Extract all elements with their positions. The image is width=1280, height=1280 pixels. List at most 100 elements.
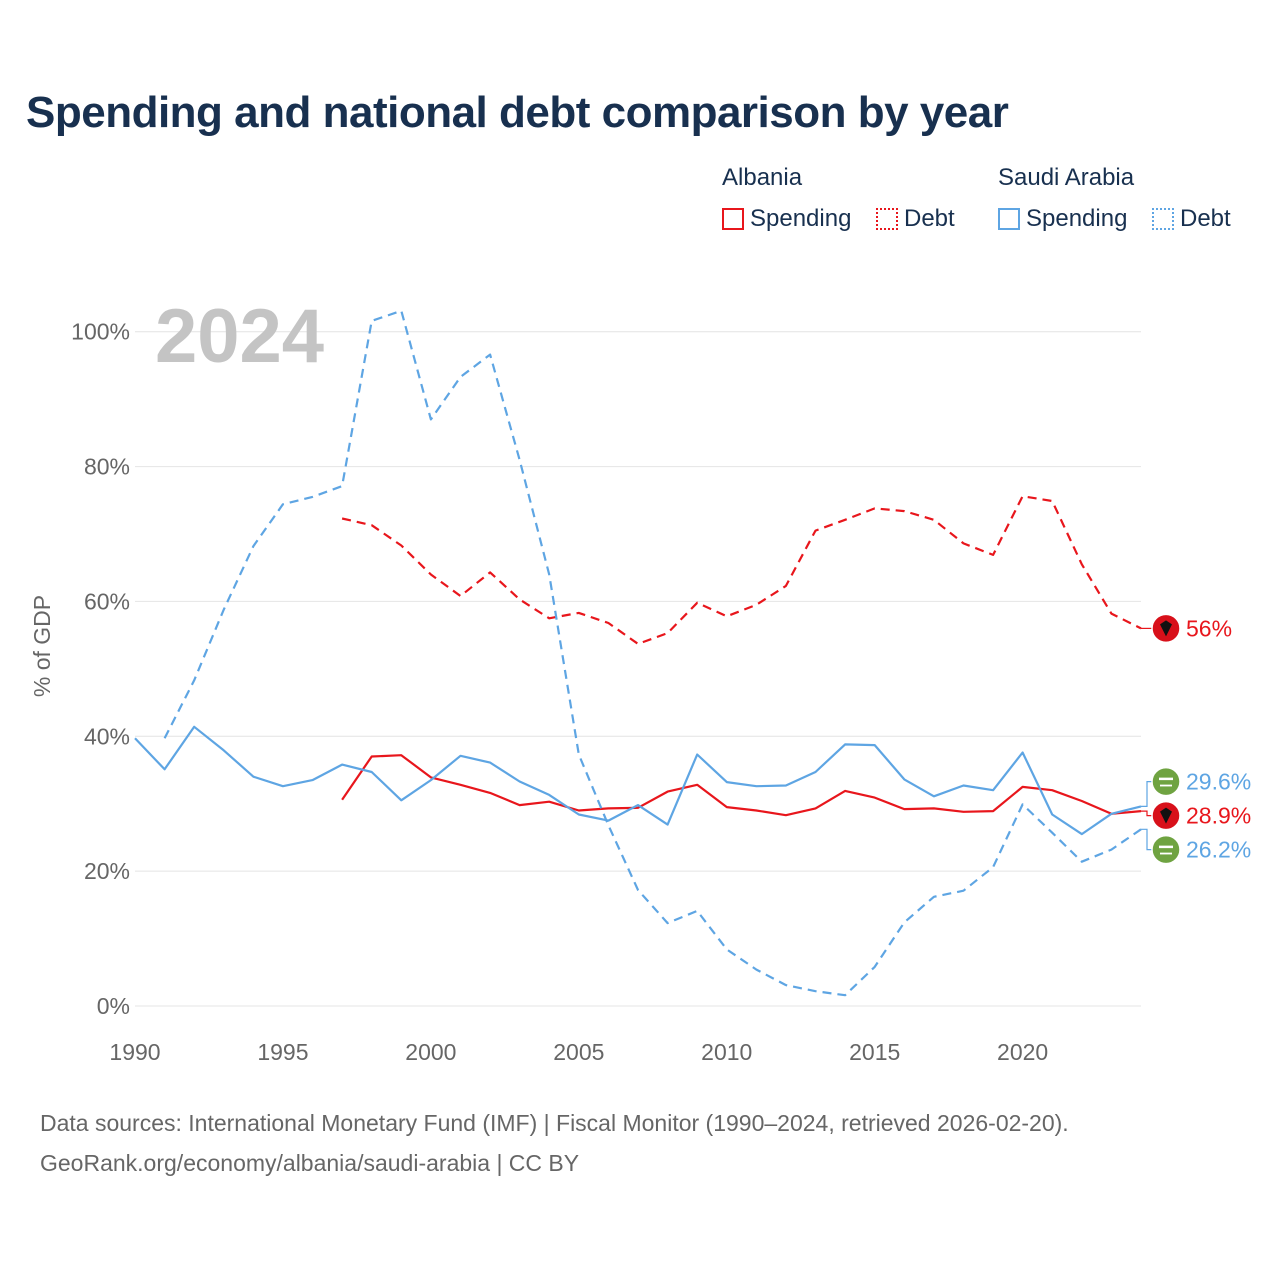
y-tick-label: 60%	[84, 588, 130, 614]
data-point	[665, 630, 671, 636]
eagle-icon	[1160, 620, 1172, 637]
script-icon	[1159, 777, 1173, 781]
legend-albania-spending[interactable]: Spending	[722, 205, 851, 233]
data-point	[872, 795, 878, 801]
data-point	[1020, 801, 1026, 807]
data-point	[694, 600, 700, 606]
data-point	[694, 908, 700, 914]
data-point	[250, 543, 256, 549]
data-point	[724, 779, 730, 785]
data-point	[310, 494, 316, 500]
data-point	[487, 790, 493, 796]
saudi-arabia-flag-icon	[1151, 766, 1181, 797]
legend-saudi-debt[interactable]: Debt	[1152, 205, 1231, 233]
legend-swatch-albania-debt	[876, 208, 898, 230]
data-point	[221, 607, 227, 613]
data-point	[546, 792, 552, 798]
data-point	[990, 787, 996, 793]
data-point	[398, 542, 404, 548]
data-point	[901, 776, 907, 782]
data-point	[369, 769, 375, 775]
series-line-albania-debt	[341, 495, 1142, 646]
data-point	[457, 753, 463, 759]
data-point	[665, 822, 671, 828]
data-point	[694, 782, 700, 788]
series-line-saudi-arabia-debt	[163, 309, 1142, 997]
data-point	[398, 752, 404, 758]
data-point	[635, 641, 641, 647]
data-point	[753, 783, 759, 789]
chart-title: Spending and national debt comparison by…	[26, 88, 1009, 137]
data-point	[990, 808, 996, 814]
x-tick-label: 2000	[405, 1039, 456, 1065]
data-point	[576, 751, 582, 757]
data-point	[694, 751, 700, 757]
legend-label: Debt	[1180, 205, 1231, 232]
data-point	[605, 620, 611, 626]
data-point	[783, 783, 789, 789]
data-point	[753, 807, 759, 813]
data-point	[250, 774, 256, 780]
data-point	[931, 894, 937, 900]
data-point	[901, 508, 907, 514]
data-point	[872, 742, 878, 748]
sword-icon	[1160, 784, 1172, 787]
legend-swatch-saudi-spending	[998, 208, 1020, 230]
data-point	[665, 920, 671, 926]
data-point	[931, 517, 937, 523]
data-point	[1108, 811, 1114, 817]
data-point	[428, 416, 434, 422]
y-tick-label: 40%	[84, 723, 130, 749]
year-label: 2024	[155, 294, 324, 379]
legend-swatch-saudi-debt	[1152, 208, 1174, 230]
data-point	[813, 769, 819, 775]
script-icon	[1159, 845, 1173, 849]
data-point	[960, 888, 966, 894]
data-point	[191, 724, 197, 730]
data-point	[339, 797, 345, 803]
data-point	[960, 809, 966, 815]
series-line-saudi-arabia-spending	[134, 725, 1142, 836]
data-point	[280, 783, 286, 789]
data-point	[457, 593, 463, 599]
y-tick-label: 0%	[97, 993, 130, 1019]
data-point	[931, 805, 937, 811]
data-point	[1049, 498, 1055, 504]
data-point	[310, 777, 316, 783]
data-point	[339, 515, 345, 521]
legend-country-albania: Albania	[722, 164, 803, 191]
data-point	[162, 735, 168, 741]
data-point	[1079, 798, 1085, 804]
data-point	[1020, 749, 1026, 755]
end-value-label: 29.6%	[1186, 769, 1251, 795]
data-point	[546, 799, 552, 805]
end-label-connector	[1141, 810, 1152, 817]
legend-saudi-spending[interactable]: Spending	[998, 205, 1127, 233]
data-point	[487, 760, 493, 766]
data-point	[1049, 830, 1055, 836]
data-point	[1108, 611, 1114, 617]
x-tick-label: 2020	[997, 1039, 1048, 1065]
data-point	[813, 988, 819, 994]
saudi-arabia-flag-icon	[1151, 834, 1181, 865]
data-point	[457, 782, 463, 788]
data-point	[1049, 812, 1055, 818]
end-value-label: 56%	[1186, 615, 1232, 641]
legend-albania-debt[interactable]: Debt	[876, 205, 955, 233]
end-value-label: 28.9%	[1186, 803, 1251, 829]
end-value-label: 26.2%	[1186, 837, 1251, 863]
data-point	[960, 783, 966, 789]
data-point	[783, 583, 789, 589]
data-point	[635, 887, 641, 893]
sword-icon	[1160, 852, 1172, 855]
data-point	[339, 762, 345, 768]
footer-sources: Data sources: International Monetary Fun…	[40, 1110, 1069, 1136]
data-point	[783, 982, 789, 988]
data-point	[635, 802, 641, 808]
data-point	[369, 522, 375, 528]
x-tick-label: 2005	[553, 1039, 604, 1065]
data-point	[990, 864, 996, 870]
data-point	[1079, 831, 1085, 837]
y-tick-label: 20%	[84, 858, 130, 884]
